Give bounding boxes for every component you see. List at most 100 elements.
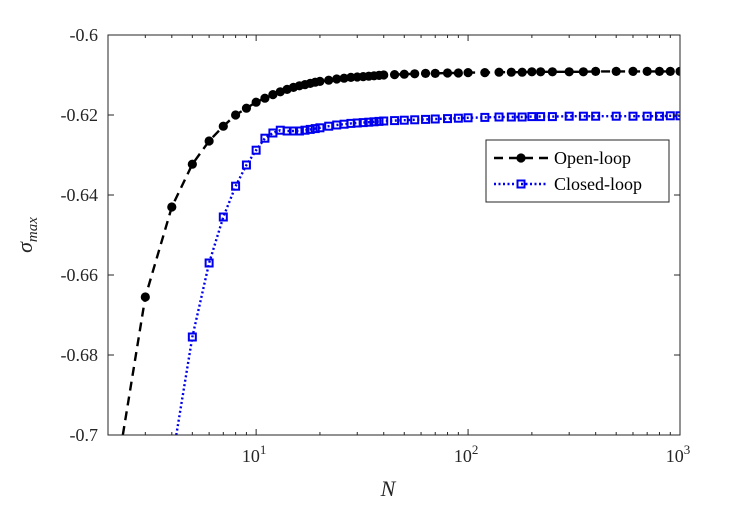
series-2-point (547, 112, 557, 122)
series-1-point (332, 74, 342, 84)
series-1-point (230, 110, 241, 120)
series-2-point (300, 125, 310, 135)
series-2-point (463, 113, 473, 123)
series-2-point (453, 113, 463, 123)
y-tick-label: -0.66 (61, 265, 99, 285)
series-2-point (294, 126, 304, 136)
series-1-point (578, 67, 588, 77)
legend-marker-1 (516, 153, 526, 163)
y-tick-label: -0.64 (61, 185, 99, 205)
series-1-point (251, 97, 261, 107)
series-1-point (536, 67, 546, 77)
series-1-point (339, 73, 349, 83)
series-1-point (140, 292, 150, 302)
series-2-point (310, 124, 320, 134)
series-2-point (187, 332, 197, 342)
series-1-point (420, 68, 431, 78)
x-tick-label: 101 (242, 442, 266, 466)
y-tick-label: -0.68 (61, 345, 99, 365)
series-1-point (268, 90, 278, 100)
series-2-point (324, 121, 334, 131)
series-1-point (591, 66, 601, 76)
y-tick-label: -0.62 (61, 105, 99, 125)
series-2-point (204, 258, 214, 268)
axes-box (107, 34, 681, 436)
series-1-point (430, 68, 440, 78)
y-tick-label: -0.6 (70, 25, 99, 45)
series-1-point (564, 67, 574, 77)
series-2-point (628, 111, 638, 121)
series-1-point (453, 68, 463, 78)
series-1-point (442, 68, 453, 78)
series-2-point (305, 124, 315, 134)
legend-marker-2 (516, 179, 526, 189)
series-2-point (399, 115, 409, 125)
axes-layer: -0.6 -0.62 -0.64 -0.66 -0.68 -0.7 101 102 103 Nσm… (12, 25, 690, 501)
series-2-point (288, 126, 298, 136)
series-2-point (642, 111, 652, 121)
series-2-point (527, 112, 537, 122)
series-1-point (654, 66, 665, 76)
series-2-point (364, 117, 374, 127)
series-2-point (315, 123, 325, 133)
series-2-point (358, 118, 368, 128)
series-1-point (463, 68, 473, 78)
series-2-point (591, 111, 601, 121)
series-2-point (665, 111, 675, 121)
series-1-point (665, 66, 675, 76)
x-axis-title: N (380, 476, 397, 501)
series-2-point (410, 115, 420, 125)
series-2-point (251, 145, 261, 155)
series-1-point (611, 66, 621, 76)
series-1-point (324, 75, 334, 85)
series-1-point (642, 66, 652, 76)
series-2-point (536, 112, 546, 122)
series-2-point (506, 112, 516, 122)
legend: Open-loop Closed-loop (485, 139, 670, 203)
legend-label-1: Open-loop (554, 148, 631, 168)
series-1-point (547, 67, 558, 77)
series-1-point (204, 136, 214, 146)
series-1-point (389, 70, 400, 80)
series-2-point (494, 112, 504, 122)
series-2-point (390, 116, 400, 126)
x-tick-label: 102 (454, 442, 479, 466)
series-2-point (374, 116, 384, 126)
series-1-point (399, 69, 409, 79)
x-tick-label: 103 (666, 442, 691, 466)
series-1-point (527, 67, 537, 77)
series-1-point (167, 202, 177, 212)
y-tick-label: -0.7 (70, 425, 99, 445)
series-2-point (241, 160, 251, 170)
series-1-point (315, 76, 325, 86)
series-2-point (517, 112, 527, 122)
series-2-point (218, 212, 228, 222)
series-1-point (675, 66, 680, 76)
series-1-point (379, 70, 389, 80)
series-1-point (628, 66, 638, 76)
series-1-point (218, 121, 228, 131)
series-1-point (260, 93, 270, 103)
series-2-point (260, 133, 270, 143)
series-2-point (369, 117, 379, 127)
series-2-point (564, 111, 574, 121)
legend-label-2: Closed-loop (554, 174, 642, 194)
series-2-point (611, 111, 621, 121)
series-2-point (578, 111, 588, 121)
series-2-point (352, 118, 362, 128)
series-line-2 (175, 114, 680, 435)
series-1-point (410, 69, 420, 79)
series-2-point (675, 111, 680, 121)
series-2-point (443, 114, 453, 124)
series-1-point (506, 67, 516, 77)
series-2-point (231, 181, 241, 191)
series-2-point (480, 112, 490, 122)
series-layer (121, 66, 680, 435)
series-2-point (430, 114, 440, 124)
series-2-point (379, 116, 389, 126)
legend-box (485, 139, 670, 203)
series-1-point (187, 159, 197, 169)
